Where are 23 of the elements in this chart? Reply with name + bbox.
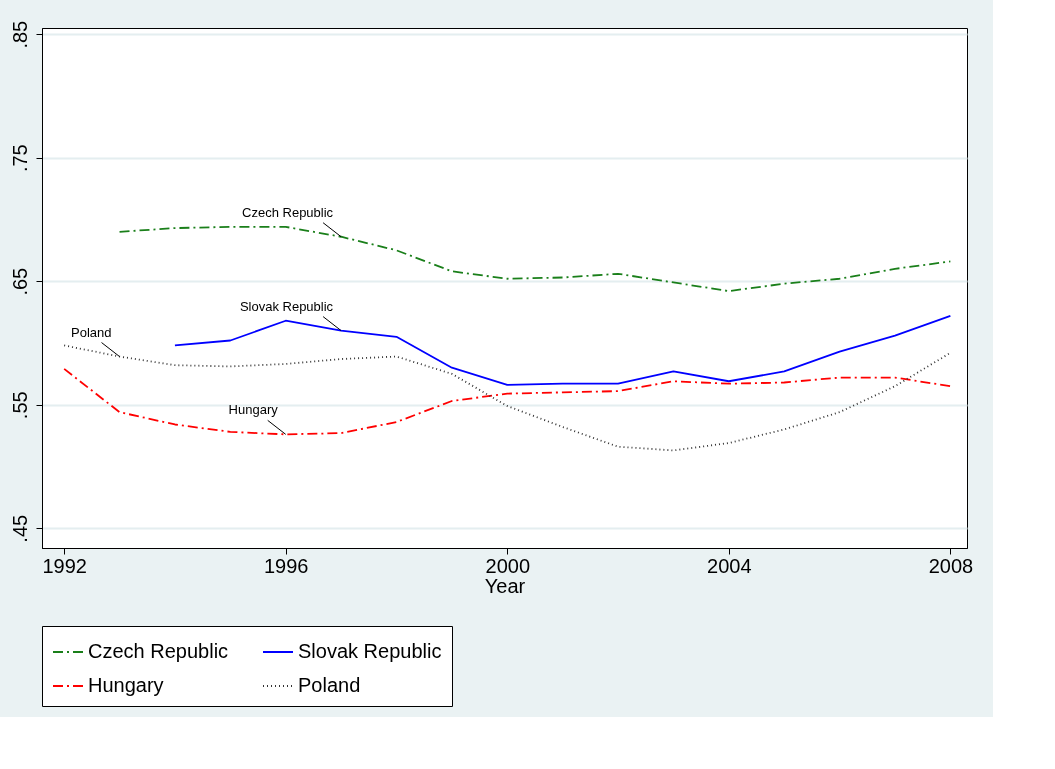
y-tick-label: .65 (8, 267, 31, 296)
x-tick-label: 1996 (263, 554, 309, 577)
annotation: Poland (71, 324, 112, 340)
y-tick-label: .55 (8, 391, 31, 420)
annotation: Hungary (228, 402, 279, 418)
y-tick-label: .75 (8, 144, 31, 173)
x-axis-title: Year (484, 574, 526, 597)
legend-label: Slovak Republic (298, 640, 442, 662)
line-series (174, 314, 952, 386)
legend-label: Poland (298, 674, 361, 696)
y-tick-label: .85 (8, 20, 31, 49)
x-tick-label: 2008 (928, 554, 974, 577)
line-series (63, 344, 952, 452)
annotation: Czech Republic (242, 204, 334, 220)
y-tick-label: .45 (8, 514, 31, 543)
x-tick-label: 2000 (485, 554, 531, 577)
annotation: Slovak Republic (239, 298, 334, 314)
legend-label: Hungary (88, 674, 164, 696)
line-series (118, 225, 952, 292)
x-tick-label: 2004 (707, 554, 752, 577)
line-series (63, 368, 952, 436)
x-tick-label: 1992 (42, 554, 87, 577)
legend-label: Czech Republic (88, 640, 229, 662)
